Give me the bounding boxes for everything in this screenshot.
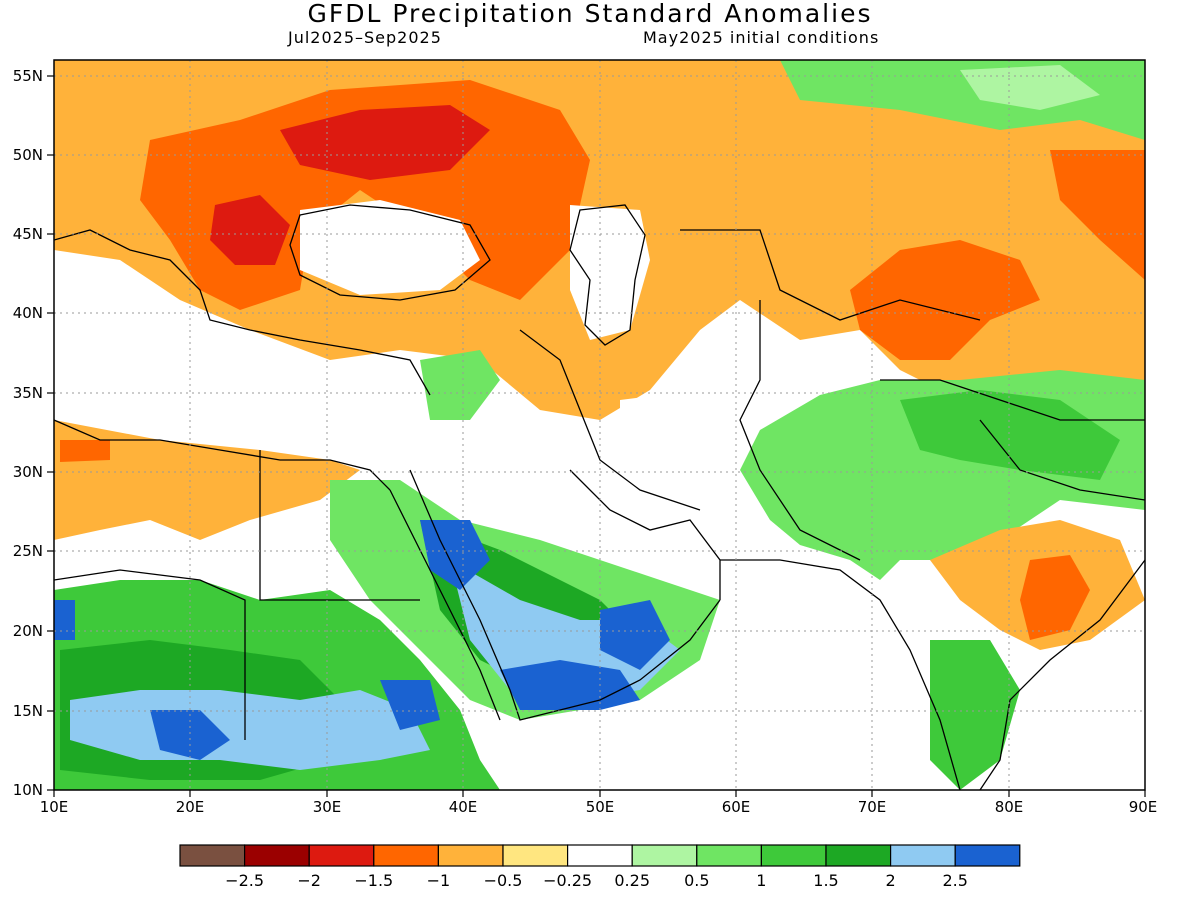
iran-neutral (620, 390, 760, 460)
colorbar-swatch (244, 844, 310, 867)
y-axis: 55N 50N 45N 40N 35N 30N 25N 20N 15N 10N (13, 67, 43, 799)
colorbar-swatch (954, 844, 1021, 867)
colorbar-label: −2.5 (225, 871, 264, 890)
coastlines (54, 204, 1145, 790)
colorbar-label: −2 (297, 871, 321, 890)
oman-extreme-wet (600, 600, 670, 670)
y-tick-label: 55N (13, 67, 43, 85)
y-tick-label: 30N (13, 463, 43, 481)
colorbar-label: −0.5 (484, 871, 523, 890)
colorbar: −2.5 −2 −1.5 −1 −0.5 −0.25 0.25 0.5 1 1.… (179, 844, 1021, 890)
black-sea-neutral (300, 200, 480, 295)
colorbar-swatch (631, 844, 698, 867)
colorbar-swatch (696, 844, 762, 867)
y-tick-label: 10N (13, 781, 43, 799)
colorbar-label: 0.25 (614, 871, 650, 890)
mongolia-dry (1050, 150, 1145, 280)
colorbar-label: 0.5 (684, 871, 709, 890)
anomaly-field (54, 60, 1145, 790)
colorbar-label: −1 (427, 871, 451, 890)
x-tick-label: 90E (1129, 798, 1158, 816)
y-tick-label: 15N (13, 702, 43, 720)
x-tick-label: 50E (586, 798, 615, 816)
forecast-period: Jul2025–Sep2025 (288, 28, 442, 47)
sudan-extreme-wet (150, 710, 230, 760)
x-axis: 10E 20E 30E 40E 50E 60E 70E 80E 90E (40, 798, 1158, 816)
gridlines (54, 60, 1145, 790)
x-tick-label: 20E (176, 798, 205, 816)
y-tick-label: 25N (13, 542, 43, 560)
initial-conditions: May2025 initial conditions (643, 28, 880, 47)
colorbar-swatch (308, 844, 375, 867)
colorbar-label: −0.25 (543, 871, 592, 890)
balkans-strong-dry (210, 195, 290, 265)
caspian-neutral (570, 205, 650, 340)
tick-marks (47, 75, 1146, 797)
colorbar-swatch (179, 844, 246, 867)
x-tick-label: 30E (313, 798, 342, 816)
colorbar-swatch (566, 844, 633, 867)
levant-wet (420, 350, 500, 420)
north-africa-dry (54, 420, 360, 540)
colorbar-label: 2.5 (942, 871, 967, 890)
colorbar-label: 1 (756, 871, 766, 890)
east-india-moderate-dry (1020, 555, 1090, 640)
west-sahel-extreme-wet (54, 600, 75, 640)
arabia-very-wet (450, 560, 680, 700)
y-tick-label: 35N (13, 384, 43, 402)
peninsular-india-wet (930, 640, 1020, 790)
x-tick-label: 40E (449, 798, 478, 816)
colorbar-label: −1.5 (354, 871, 393, 890)
siberia-light-wet (960, 65, 1100, 110)
himalaya-wet (900, 390, 1120, 480)
colorbar-label: 2 (886, 871, 896, 890)
russia-strong-dry (280, 105, 490, 180)
north-africa-moderate-dry (60, 440, 110, 462)
map-title: GFDL Precipitation Standard Anomalies (307, 0, 873, 28)
x-tick-label: 60E (722, 798, 751, 816)
y-tick-label: 45N (13, 225, 43, 243)
colorbar-swatch (889, 844, 956, 867)
colorbar-swatch (437, 844, 504, 867)
ethiopia-extreme-wet (380, 680, 440, 730)
y-tick-label: 50N (13, 146, 43, 164)
colorbar-swatch (373, 844, 439, 867)
colorbar-swatch (760, 844, 827, 867)
y-tick-label: 40N (13, 304, 43, 322)
central-asia-moderate-dry (850, 240, 1040, 360)
x-tick-label: 80E (995, 798, 1024, 816)
red-sea-extreme-wet (420, 520, 490, 590)
x-tick-label: 10E (40, 798, 69, 816)
y-tick-label: 20N (13, 622, 43, 640)
colorbar-swatch (502, 844, 569, 867)
colorbar-swatch (825, 844, 892, 867)
colorbar-label: 1.5 (813, 871, 838, 890)
x-tick-label: 70E (858, 798, 887, 816)
